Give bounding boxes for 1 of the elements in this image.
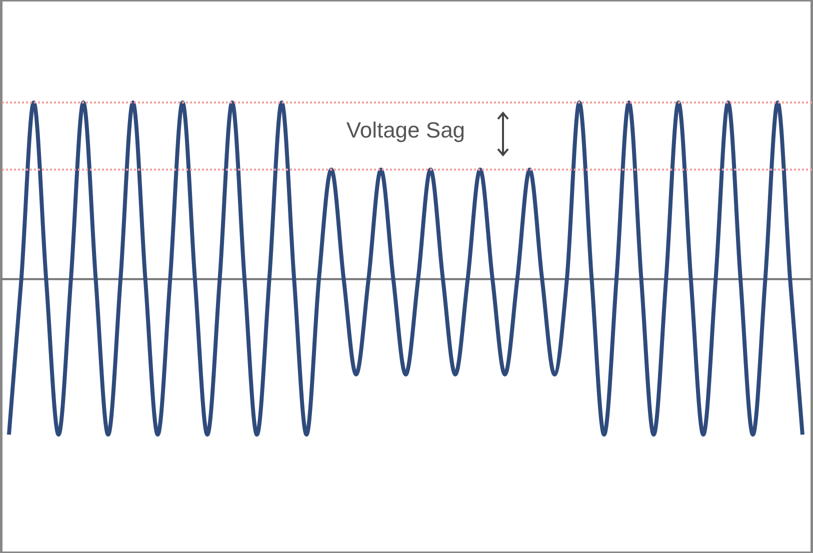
ref-line-label: Voltage Sag [346,118,466,143]
